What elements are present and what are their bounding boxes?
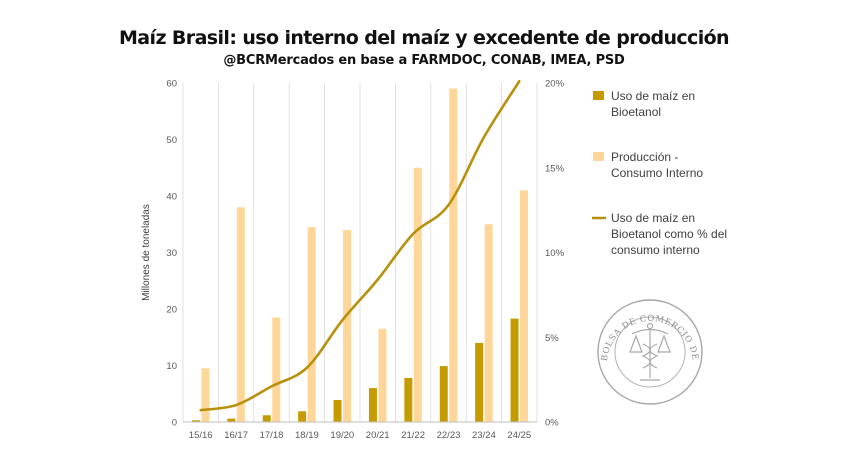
bar-bioetanol xyxy=(368,388,377,422)
y-tick-label: 30 xyxy=(166,248,177,259)
bar-bioetanol xyxy=(333,399,342,422)
y2-tick-label: 10% xyxy=(545,248,565,259)
percentage-line xyxy=(199,80,521,412)
bar-excedente xyxy=(378,328,387,422)
legend-swatch-excedente xyxy=(593,152,604,161)
bar-bioetanol xyxy=(510,318,519,422)
y2-tick-label: 0% xyxy=(545,418,559,429)
x-tick-label: 24/25 xyxy=(507,430,531,441)
bar-excedente xyxy=(272,317,281,422)
bar-bioetanol xyxy=(404,377,413,422)
x-tick-label: 22/23 xyxy=(437,430,461,441)
y-tick-label: 40 xyxy=(166,192,177,203)
x-tick-label: 17/18 xyxy=(260,430,284,441)
axes: 0 10 20 30 40 50 60 0% 5% 10% 15% 20% 15/16 16/17 17/1… xyxy=(141,79,565,442)
bar-excedente xyxy=(307,227,316,422)
bar-bioetanol xyxy=(439,366,448,422)
chart-subtitle: @BCRMercados en base a FARMDOC, CONAB, I… xyxy=(223,53,625,68)
legend-label: Consumo Interno xyxy=(611,166,703,180)
legend-label: Uso de maíz en xyxy=(611,89,695,103)
bar-excedente xyxy=(343,229,352,422)
y-axis-label: Millones de toneladas xyxy=(141,204,152,301)
x-tick-label: 16/17 xyxy=(224,430,248,441)
legend-label: Bioetanol xyxy=(611,105,661,119)
bar-bioetanol xyxy=(227,418,236,422)
y-tick-label: 10 xyxy=(166,361,177,372)
bar-excedente xyxy=(201,368,210,422)
x-tick-label: 20/21 xyxy=(366,430,390,441)
bar-excedente xyxy=(449,88,458,423)
bar-bioetanol xyxy=(475,342,484,422)
bar-excedente xyxy=(520,190,529,422)
bar-bioetanol xyxy=(298,411,307,422)
x-tick-label: 15/16 xyxy=(189,430,213,441)
legend-label: Bioetanol como % del xyxy=(611,227,727,241)
bar-bioetanol xyxy=(191,420,200,422)
x-tick-label: 18/19 xyxy=(295,430,319,441)
x-tick-label: 19/20 xyxy=(330,430,354,441)
bar-excedente xyxy=(413,167,422,422)
legend: Uso de maíz en Bioetanol Producción - Consu… xyxy=(592,89,727,257)
y2-tick-label: 5% xyxy=(545,333,559,344)
x-tick-label: 21/22 xyxy=(401,430,425,441)
y-tick-label: 50 xyxy=(166,135,177,146)
gridlines xyxy=(182,83,538,422)
y2-tick-label: 20% xyxy=(545,79,565,90)
legend-label: Producción - xyxy=(611,150,678,164)
y-tick-label: 0 xyxy=(172,418,177,429)
y-tick-label: 20 xyxy=(166,305,177,316)
bar-excedente xyxy=(236,207,245,422)
line-bioetanol-pct xyxy=(199,80,521,412)
chart-title: Maíz Brasil: uso interno del maíz y exce… xyxy=(119,27,730,49)
caduceus-scale-icon xyxy=(629,322,671,381)
x-tick-label: 23/24 xyxy=(472,430,496,441)
legend-swatch-bioetanol xyxy=(593,91,604,100)
bar-bioetanol xyxy=(262,415,271,422)
y-tick-label: 60 xyxy=(166,79,177,90)
y2-tick-label: 15% xyxy=(545,163,565,174)
legend-label: Uso de maíz en xyxy=(611,211,695,225)
legend-label: consumo interno xyxy=(611,243,700,257)
bar-excedente xyxy=(484,224,493,422)
bars xyxy=(191,88,529,423)
